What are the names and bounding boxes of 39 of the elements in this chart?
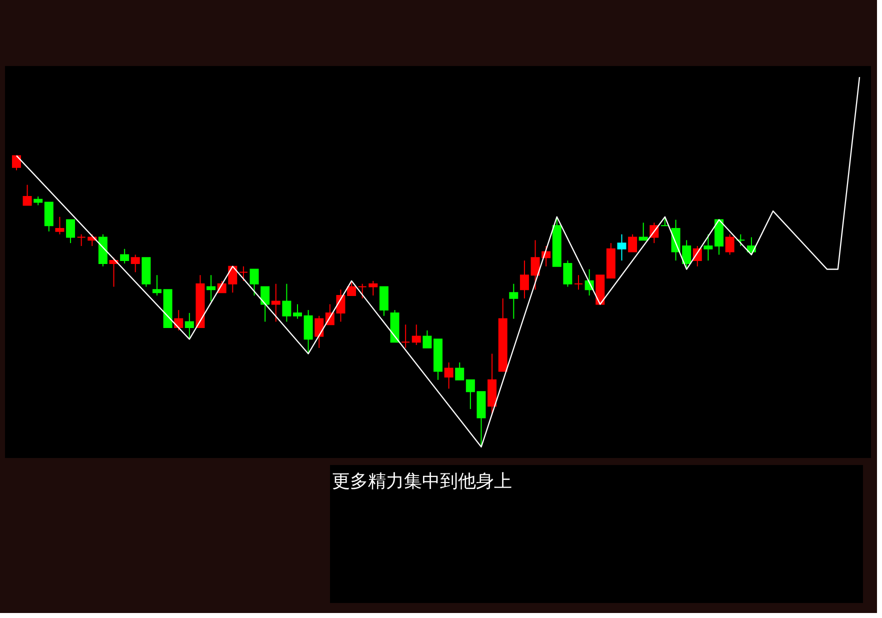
candlestick: [736, 234, 746, 246]
candlestick: [509, 283, 518, 320]
candlestick: [314, 315, 324, 348]
candlestick: [412, 324, 421, 346]
candlestick: [271, 283, 280, 322]
candlestick: [238, 266, 248, 282]
candlestick: [66, 219, 76, 244]
candlestick: [184, 312, 194, 340]
candlestick: [206, 274, 216, 302]
candlestick: [250, 268, 259, 296]
candlestick: [574, 274, 584, 290]
candlestick: [292, 304, 302, 320]
candlestick: [444, 362, 454, 390]
candlestick: [520, 260, 529, 299]
candlestick: [152, 274, 162, 296]
candlestick: [22, 184, 32, 206]
candlestick: [358, 283, 367, 299]
candlestick: [174, 310, 184, 331]
candlestick: [422, 330, 432, 348]
candlestick: [347, 280, 356, 296]
candlestick: [120, 248, 130, 264]
candlestick: [44, 202, 54, 232]
candlestick: [282, 283, 292, 322]
candlestick: [725, 234, 734, 256]
candlestick: [260, 286, 270, 322]
candlestick: [76, 234, 86, 246]
text: 更多精力集中到他身上: [332, 471, 512, 492]
candlestick: [628, 234, 638, 252]
candlestick: [455, 362, 464, 380]
candlestick: [368, 280, 378, 296]
candlestick: [12, 155, 21, 171]
candlestick: [704, 234, 713, 262]
candlestick: [304, 310, 313, 354]
candlestick: [638, 222, 648, 241]
candlestick: [617, 234, 626, 262]
candlestick: [130, 254, 140, 273]
candlestick: [401, 324, 410, 348]
candlestick: [379, 286, 388, 316]
candlestick: [55, 216, 64, 235]
